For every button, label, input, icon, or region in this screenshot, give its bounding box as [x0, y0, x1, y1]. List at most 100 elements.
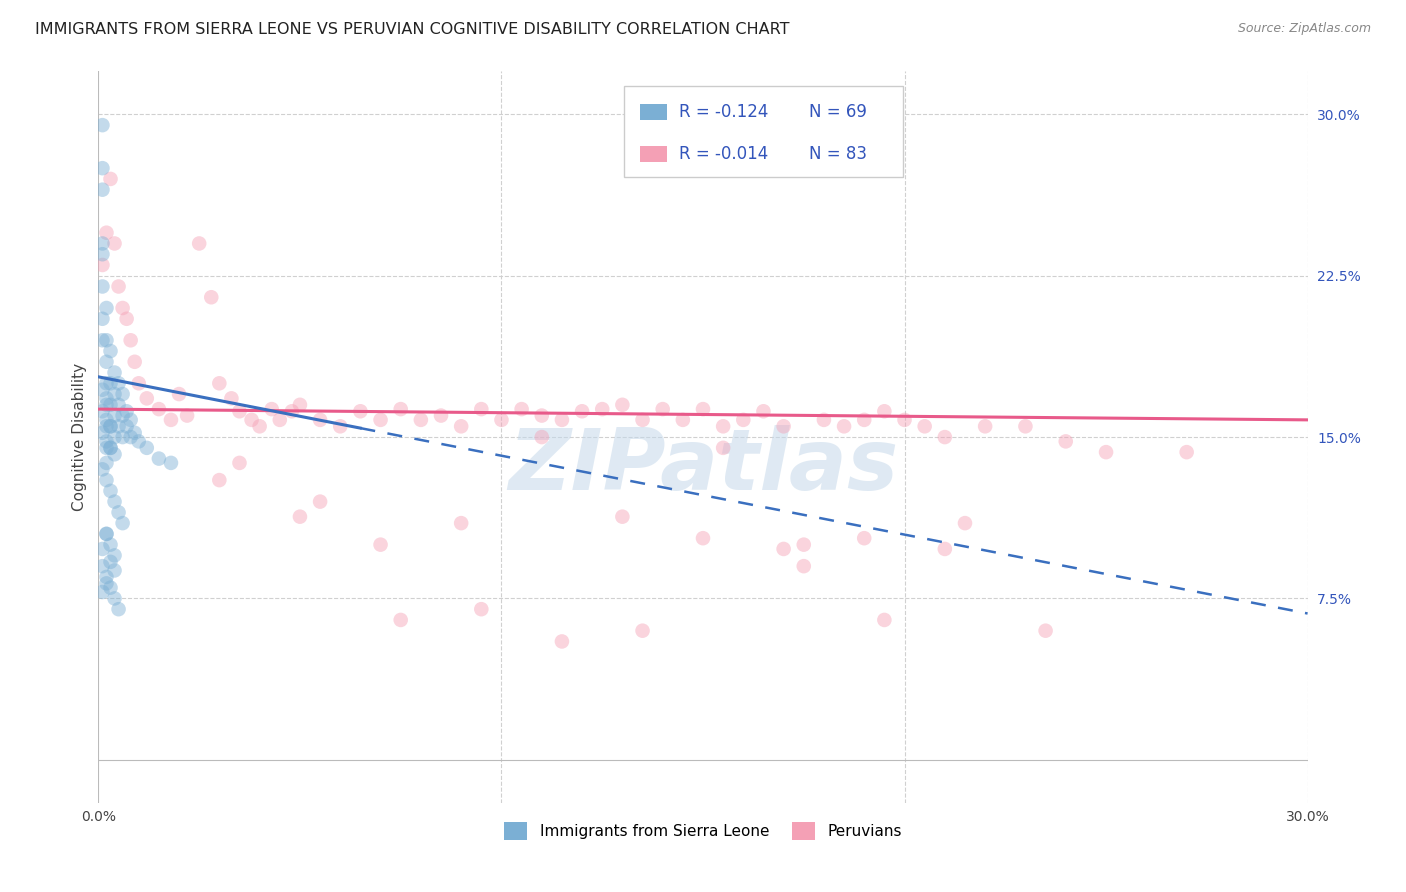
Point	[228, 404, 250, 418]
Point	[91, 118, 114, 132]
Point	[135, 392, 157, 406]
Point	[228, 456, 250, 470]
Point	[873, 404, 896, 418]
Text: ZIPatlas: ZIPatlas	[508, 425, 898, 508]
Point	[914, 419, 936, 434]
FancyBboxPatch shape	[640, 145, 666, 161]
Point	[120, 430, 142, 444]
Point	[208, 473, 231, 487]
Point	[853, 413, 876, 427]
Point	[1054, 434, 1077, 449]
Point	[115, 419, 138, 434]
Point	[160, 456, 183, 470]
Point	[450, 516, 472, 530]
Point	[96, 576, 118, 591]
Text: N = 69: N = 69	[810, 103, 868, 120]
Point	[530, 409, 553, 423]
Point	[103, 447, 125, 461]
Point	[288, 398, 311, 412]
Point	[148, 402, 170, 417]
Point	[470, 602, 492, 616]
Point	[631, 624, 654, 638]
Point	[103, 387, 125, 401]
Point	[128, 376, 150, 391]
Point	[107, 419, 129, 434]
Point	[176, 409, 198, 423]
Point	[96, 434, 118, 449]
Point	[100, 441, 122, 455]
Point	[91, 404, 114, 418]
Point	[974, 419, 997, 434]
Point	[96, 441, 118, 455]
Point	[107, 505, 129, 519]
Point	[91, 183, 114, 197]
Point	[107, 398, 129, 412]
Point	[188, 236, 211, 251]
Point	[221, 392, 243, 406]
FancyBboxPatch shape	[640, 103, 666, 120]
Point	[167, 387, 190, 401]
Text: R = -0.014: R = -0.014	[679, 145, 768, 162]
Point	[100, 538, 122, 552]
Point	[612, 509, 634, 524]
Point	[96, 527, 118, 541]
Point	[103, 549, 125, 563]
Point	[240, 413, 263, 427]
Point	[772, 541, 794, 556]
Point	[470, 402, 492, 417]
Point	[128, 434, 150, 449]
Point	[389, 402, 412, 417]
Point	[692, 402, 714, 417]
Point	[96, 376, 118, 391]
Point	[631, 413, 654, 427]
Point	[100, 483, 122, 498]
Point	[249, 419, 271, 434]
Point	[96, 226, 118, 240]
Point	[1035, 624, 1057, 638]
Point	[115, 311, 138, 326]
Legend: Immigrants from Sierra Leone, Peruvians: Immigrants from Sierra Leone, Peruvians	[498, 815, 908, 847]
Point	[100, 376, 122, 391]
Point	[370, 413, 392, 427]
Point	[111, 516, 134, 530]
Point	[370, 538, 392, 552]
Point	[953, 516, 976, 530]
Point	[430, 409, 453, 423]
Point	[733, 413, 755, 427]
Text: N = 83: N = 83	[810, 145, 868, 162]
Point	[510, 402, 533, 417]
Point	[281, 404, 304, 418]
Point	[107, 376, 129, 391]
Point	[309, 413, 332, 427]
Point	[91, 279, 114, 293]
Point	[91, 559, 114, 574]
Point	[124, 425, 146, 440]
Point	[100, 419, 122, 434]
Point	[551, 634, 574, 648]
Point	[111, 430, 134, 444]
Point	[120, 333, 142, 347]
Point	[91, 541, 114, 556]
FancyBboxPatch shape	[624, 86, 903, 178]
Point	[120, 413, 142, 427]
Point	[115, 404, 138, 418]
Point	[389, 613, 412, 627]
Text: R = -0.124: R = -0.124	[679, 103, 768, 120]
Point	[591, 402, 613, 417]
Point	[1095, 445, 1118, 459]
Point	[96, 413, 118, 427]
Point	[91, 462, 114, 476]
Point	[1175, 445, 1198, 459]
Point	[96, 392, 118, 406]
Point	[309, 494, 332, 508]
Point	[103, 366, 125, 380]
Point	[96, 473, 118, 487]
Point	[103, 494, 125, 508]
Point	[491, 413, 513, 427]
Y-axis label: Cognitive Disability: Cognitive Disability	[72, 363, 87, 511]
Point	[692, 531, 714, 545]
Point	[91, 236, 114, 251]
Point	[124, 355, 146, 369]
Point	[288, 509, 311, 524]
Point	[208, 376, 231, 391]
